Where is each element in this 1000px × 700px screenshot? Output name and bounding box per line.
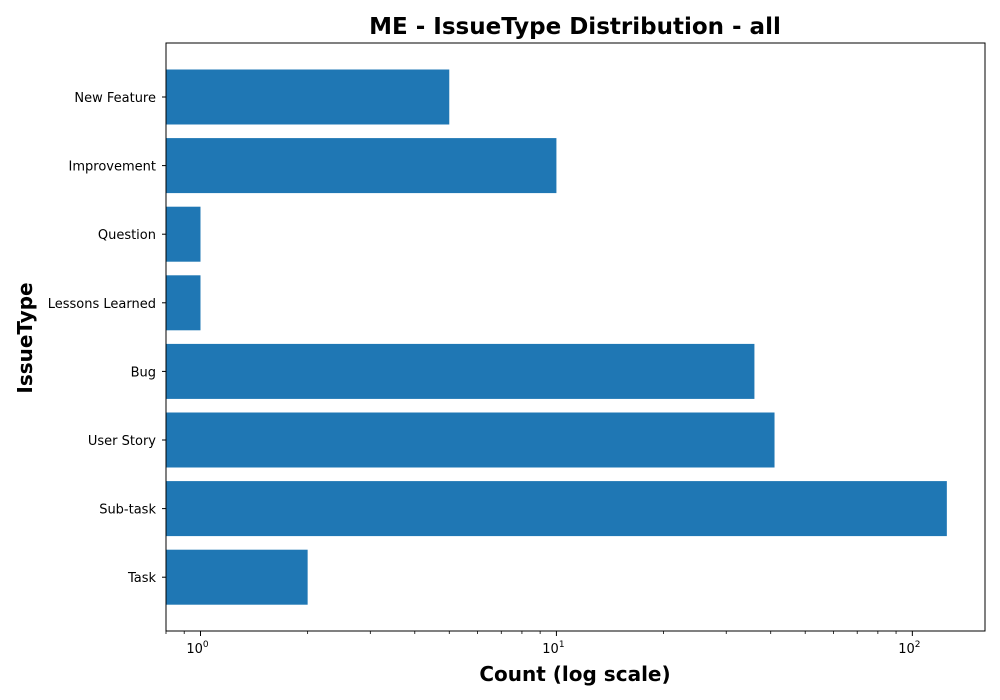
x-tick-label: 102 [898, 640, 920, 657]
x-tick-label: 100 [186, 640, 209, 657]
y-axis-title: IssueType [13, 282, 37, 393]
bar-lessons-learned [166, 275, 201, 331]
y-tick-label: Improvement [69, 160, 156, 175]
x-axis: 100 101 102 [165, 631, 920, 657]
chart-title: ME - IssueType Distribution - all [369, 14, 781, 40]
y-tick-label: Sub-task [99, 503, 156, 518]
x-axis-title: Count (log scale) [479, 662, 670, 686]
x-tick-label: 101 [542, 640, 564, 657]
y-tick-label: Question [98, 228, 156, 243]
bars-group [166, 69, 947, 605]
y-axis: New Feature Improvement Question Lessons Le… [48, 91, 166, 586]
bar-task [166, 549, 308, 605]
bar-user-story [166, 412, 775, 468]
bar-question [166, 206, 201, 262]
bar-new-feature [166, 69, 450, 125]
y-tick-label: New Feature [74, 91, 156, 106]
y-tick-label: Lessons Learned [48, 297, 156, 312]
bar-sub-task [166, 481, 947, 537]
y-tick-label: User Story [88, 434, 156, 449]
bar-bug [166, 343, 755, 399]
bar-improvement [166, 138, 557, 194]
y-tick-label: Bug [131, 365, 156, 380]
y-tick-label: Task [127, 571, 157, 586]
plot-frame [165, 42, 986, 632]
